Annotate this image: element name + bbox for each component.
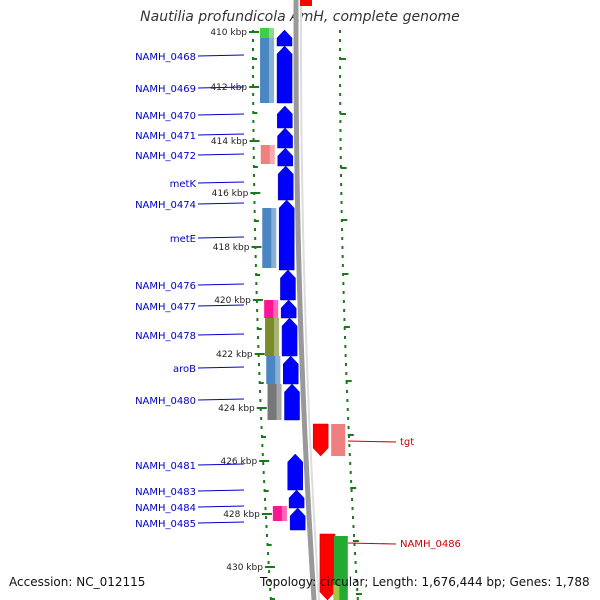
cog-gene-block-shade [271, 208, 277, 268]
gene-leader-line [197, 398, 245, 401]
cog-gene-block [264, 300, 279, 318]
cog-gene-block-shade [269, 28, 274, 38]
cds-arrow-forward [280, 299, 297, 319]
cds-arrow-forward [277, 105, 293, 129]
ruler-kbp-label: 412 kbp [210, 83, 247, 93]
cds-arrow-reverse [319, 533, 336, 600]
cog-gene-block [262, 208, 277, 268]
cds-arrow-forward [277, 165, 294, 201]
gene-leader-line [197, 54, 245, 57]
cog-gene-block [260, 38, 275, 103]
gene-label-namh_0485: NAMH_0485 [135, 519, 196, 530]
gene-label-namh_0483: NAMH_0483 [135, 487, 196, 498]
gene-label-namh_0472: NAMH_0472 [135, 151, 196, 162]
cds-arrow-forward [277, 127, 293, 149]
cds-arrow-forward [284, 383, 300, 421]
ruler-kbp-label: 420 kbp [214, 296, 251, 306]
gene-leader-line [197, 505, 245, 508]
cog-gene-block [260, 28, 274, 38]
cog-gene-block-shade [281, 506, 287, 521]
cog-gene-block-shade [274, 318, 280, 356]
gene-leader-line [197, 463, 245, 466]
trna-arrow-reverse [312, 423, 329, 457]
gene-leader-line [347, 440, 397, 443]
cog-gene-block-reverse [333, 536, 348, 600]
ruler-kbp-label: 422 kbp [216, 350, 253, 360]
cds-arrow-forward [280, 269, 296, 301]
cog-gene-block-shade [269, 38, 275, 103]
cog-gene-block-shade [276, 384, 282, 420]
cds-arrow-forward [278, 199, 295, 271]
gene-leader-line [197, 304, 245, 307]
gene-leader-line [197, 333, 245, 336]
ruler-kbp-label: 430 kbp [226, 563, 263, 573]
cog-gene-block [260, 145, 275, 164]
gene-label-namh_0468: NAMH_0468 [135, 52, 196, 63]
cds-arrow-forward [281, 317, 298, 357]
gene-label-namh_0478: NAMH_0478 [135, 331, 196, 342]
cog-gene-block [267, 384, 282, 420]
ruler-track-outer [339, 30, 359, 600]
ruler-kbp-label: 418 kbp [213, 243, 250, 253]
gene-leader-line [197, 113, 245, 116]
ruler-kbp-label: 414 kbp [211, 137, 248, 147]
cog-gene-block-shade [275, 356, 281, 384]
ruler-kbp-label: 424 kbp [218, 404, 255, 414]
gene-label-namh_0470: NAMH_0470 [135, 111, 196, 122]
gene-label-namh_0486: NAMH_0486 [400, 539, 461, 550]
ruler-kbp-label: 426 kbp [220, 457, 257, 467]
accession-label: Accession: NC_012115 [9, 575, 146, 589]
cds-fragment-top [300, 0, 312, 6]
gene-leader-line [197, 489, 245, 492]
ruler-kbp-label: 428 kbp [223, 510, 260, 520]
gene-leader-line [197, 181, 245, 184]
cog-gene-block [265, 318, 280, 356]
topology-label: Topology: circular; Length: 1,676,444 bp… [260, 575, 590, 589]
cog-gene-block-shade [273, 300, 279, 318]
gene-label-metk: metK [170, 179, 197, 190]
gene-label-namh_0477: NAMH_0477 [135, 302, 196, 313]
cog-gene-block-reverse [331, 424, 346, 456]
gene-label-namh_0481: NAMH_0481 [135, 461, 196, 472]
cog-gene-block [266, 356, 281, 384]
gene-label-namh_0469: NAMH_0469 [135, 84, 196, 95]
gene-label-namh_0474: NAMH_0474 [135, 200, 196, 211]
gene-label-namh_0471: NAMH_0471 [135, 131, 196, 142]
gene-label-namh_0484: NAMH_0484 [135, 503, 196, 514]
gene-leader-line [197, 521, 245, 524]
gene-label-arob: aroB [173, 364, 196, 375]
gene-label-namh_0480: NAMH_0480 [135, 396, 196, 407]
cog-gene-block-shade [269, 145, 275, 164]
cds-arrow-forward [276, 45, 293, 104]
cds-arrow-forward [287, 453, 303, 491]
gene-leader-line [197, 153, 245, 156]
backbone-highlight [300, 0, 320, 600]
gene-label-mete: metE [170, 234, 196, 245]
cds-arrow-forward [289, 507, 306, 531]
gene-leader-line [197, 366, 245, 369]
cds-arrow-forward [283, 355, 299, 385]
cds-arrow-forward [276, 29, 293, 47]
gene-leader-line [197, 236, 245, 239]
gene-leader-line [197, 86, 245, 89]
gene-leader-line [347, 542, 397, 545]
gene-leader-line [197, 283, 245, 286]
ruler-kbp-label: 410 kbp [210, 28, 247, 38]
cds-arrow-forward [277, 147, 294, 167]
gene-label-tgt: tgt [400, 437, 414, 448]
gene-label-namh_0476: NAMH_0476 [135, 281, 196, 292]
gene-leader-line [197, 202, 245, 205]
ruler-kbp-label: 416 kbp [212, 189, 249, 199]
backbone-line [293, 0, 317, 600]
gene-leader-line [197, 133, 245, 136]
map-title: Nautilia profundicola AmH, complete geno… [140, 9, 460, 25]
cds-arrow-forward [288, 489, 305, 509]
cog-gene-block-reverse [333, 585, 340, 600]
cog-gene-block [272, 506, 287, 521]
